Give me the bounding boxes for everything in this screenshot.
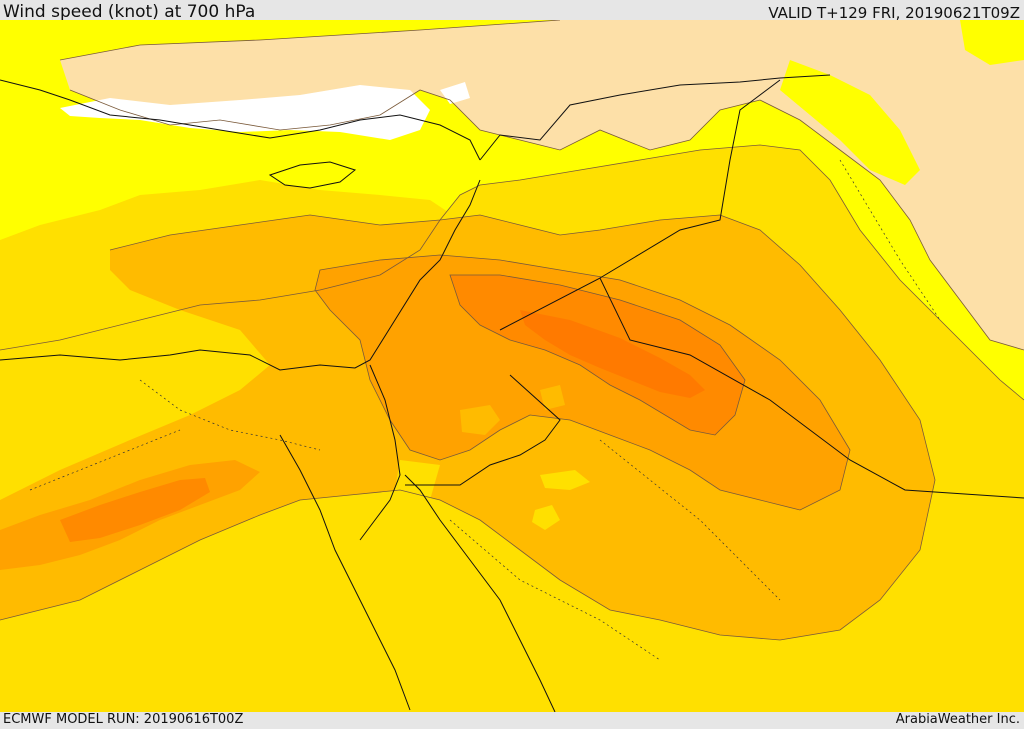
contour-moderate (0, 144, 1024, 401)
map-svg (0, 20, 1024, 712)
wind-speed-map (0, 20, 1024, 712)
contour-lines (0, 20, 1024, 641)
field-light-island-ne2 (960, 20, 1024, 65)
valid-time-label: VALID T+129 FRI, 20190621T09Z (768, 4, 1020, 22)
province-border-5 (29, 429, 181, 491)
coastline-sinai (359, 364, 401, 541)
field-moderate-pocket-4 (395, 460, 440, 520)
field-max (520, 310, 705, 398)
country-borders (0, 74, 1024, 712)
field-light-island-ne (780, 60, 920, 185)
coastline-turkey (0, 79, 481, 161)
field-calm-north (60, 85, 430, 140)
border-syria-iraq (599, 79, 781, 279)
contour-peach (59, 20, 1024, 351)
province-border-4 (449, 519, 661, 661)
field-moderate-pocket-2 (540, 470, 590, 490)
field-moderate-pocket-1 (0, 385, 95, 435)
province-borders (29, 159, 941, 661)
contour-fresh (0, 214, 936, 641)
footer-bar: ECMWF MODEL RUN: 20190616T00Z ArabiaWeat… (0, 712, 1024, 729)
field-strong (315, 255, 850, 510)
border-jordan-saudi (405, 374, 561, 486)
map-title: Wind speed (knot) at 700 hPa (3, 2, 256, 22)
coastline-suez (279, 434, 411, 711)
field-fresh-pocket (460, 405, 500, 435)
field-calm-north-small (440, 82, 470, 104)
coastline-cyprus (268, 161, 357, 189)
coastline-aqaba (404, 474, 556, 712)
contour-strong (314, 254, 851, 511)
coastline-levant (0, 179, 481, 371)
title-bar: Wind speed (knot) at 700 hPa VALID T+129… (0, 0, 1024, 22)
field-moderate-pocket-3 (532, 505, 560, 530)
model-run-label: ECMWF MODEL RUN: 20190616T00Z (3, 712, 244, 727)
contour-very-strong (449, 274, 746, 436)
credit-label: ArabiaWeather Inc. (895, 712, 1020, 727)
field-fresh-pocket-2 (540, 385, 565, 410)
border-turkey-syria (479, 74, 831, 161)
field-very-strong-west (60, 478, 210, 542)
border-jordan-iraq (499, 277, 1024, 499)
